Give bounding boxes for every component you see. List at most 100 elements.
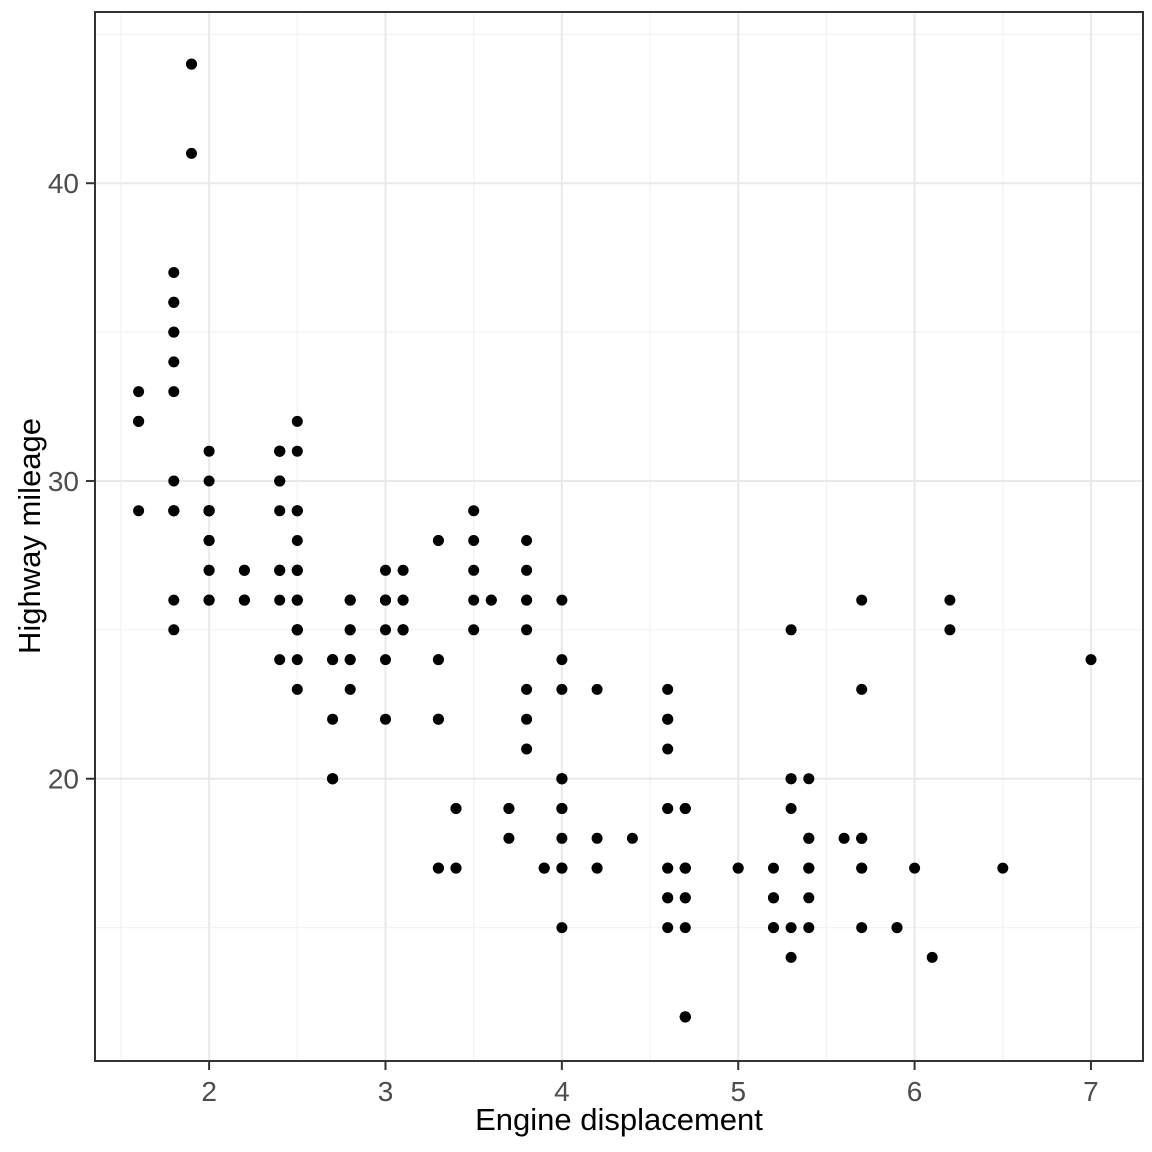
data-point (556, 862, 568, 874)
y-tick-label: 20 (48, 764, 79, 795)
data-point (468, 594, 480, 606)
data-point (768, 922, 779, 934)
data-point (732, 862, 744, 874)
data-point (291, 415, 303, 427)
data-point (803, 862, 815, 874)
data-point (432, 713, 444, 725)
data-point (591, 832, 603, 844)
data-point (274, 654, 286, 666)
data-point (768, 862, 779, 874)
data-point (450, 803, 462, 814)
data-point (274, 475, 286, 487)
data-point (168, 386, 180, 398)
data-point (203, 475, 215, 487)
data-point (856, 683, 868, 695)
data-point (168, 326, 180, 338)
data-point (432, 654, 444, 666)
data-point (203, 594, 215, 606)
data-point (503, 832, 515, 844)
data-point (785, 624, 797, 636)
data-point (556, 773, 568, 785)
data-point (521, 564, 533, 576)
x-tick-label: 6 (907, 1076, 923, 1107)
data-point (203, 505, 215, 517)
data-point (168, 267, 180, 278)
data-point (838, 832, 850, 844)
data-point (133, 505, 145, 517)
data-point (679, 803, 691, 814)
data-point (380, 594, 391, 606)
y-tick-label: 30 (48, 466, 79, 497)
data-point (186, 147, 197, 159)
x-axis-title: Engine displacement (475, 1102, 763, 1137)
data-point (556, 683, 568, 695)
data-point (944, 624, 956, 636)
data-point (768, 892, 779, 904)
data-point (556, 922, 568, 934)
data-point (521, 713, 533, 725)
data-point (291, 624, 303, 636)
data-point (168, 475, 180, 487)
data-point (380, 713, 391, 725)
data-point (344, 594, 356, 606)
data-point (785, 773, 797, 785)
data-point (274, 505, 286, 517)
data-point (432, 535, 444, 546)
data-point (203, 535, 215, 546)
data-point (997, 862, 1009, 874)
y-axis-title: Highway mileage (12, 417, 47, 655)
data-point (803, 922, 815, 934)
x-tick-label: 2 (201, 1076, 217, 1107)
data-point (856, 922, 868, 934)
data-point (521, 683, 533, 695)
data-point (856, 862, 868, 874)
data-point (291, 564, 303, 576)
data-point (503, 803, 515, 814)
data-point (380, 654, 391, 666)
data-point (891, 922, 903, 934)
data-point (679, 862, 691, 874)
y-tick-label: 40 (48, 168, 79, 199)
data-point (679, 922, 691, 934)
data-point (344, 654, 356, 666)
data-point (626, 832, 638, 844)
x-tick-label: 7 (1083, 1076, 1099, 1107)
data-point (662, 803, 674, 814)
data-point (203, 445, 215, 457)
data-point (291, 594, 303, 606)
x-tick-label: 4 (554, 1076, 570, 1107)
data-point (468, 564, 480, 576)
data-point (468, 624, 480, 636)
data-point (785, 803, 797, 814)
data-point (168, 505, 180, 517)
data-point (168, 594, 180, 606)
plot-panel (95, 12, 1143, 1061)
data-point (274, 445, 286, 457)
data-point (662, 713, 674, 725)
data-point (591, 862, 603, 874)
data-point (168, 624, 180, 636)
data-point (803, 832, 815, 844)
data-point (909, 862, 921, 874)
data-point (133, 386, 145, 398)
data-point (238, 564, 250, 576)
data-point (450, 862, 462, 874)
data-point (926, 951, 938, 963)
data-point (856, 594, 868, 606)
data-point (803, 773, 815, 785)
data-point (380, 564, 391, 576)
data-point (291, 683, 303, 695)
data-point (327, 713, 339, 725)
data-point (1085, 654, 1097, 666)
data-point (274, 594, 286, 606)
data-point (556, 832, 568, 844)
data-point (291, 654, 303, 666)
panel-border (94, 11, 1144, 1062)
data-point (203, 564, 215, 576)
data-point (344, 683, 356, 695)
data-point (538, 862, 550, 874)
data-point (485, 594, 497, 606)
data-point (432, 862, 444, 874)
